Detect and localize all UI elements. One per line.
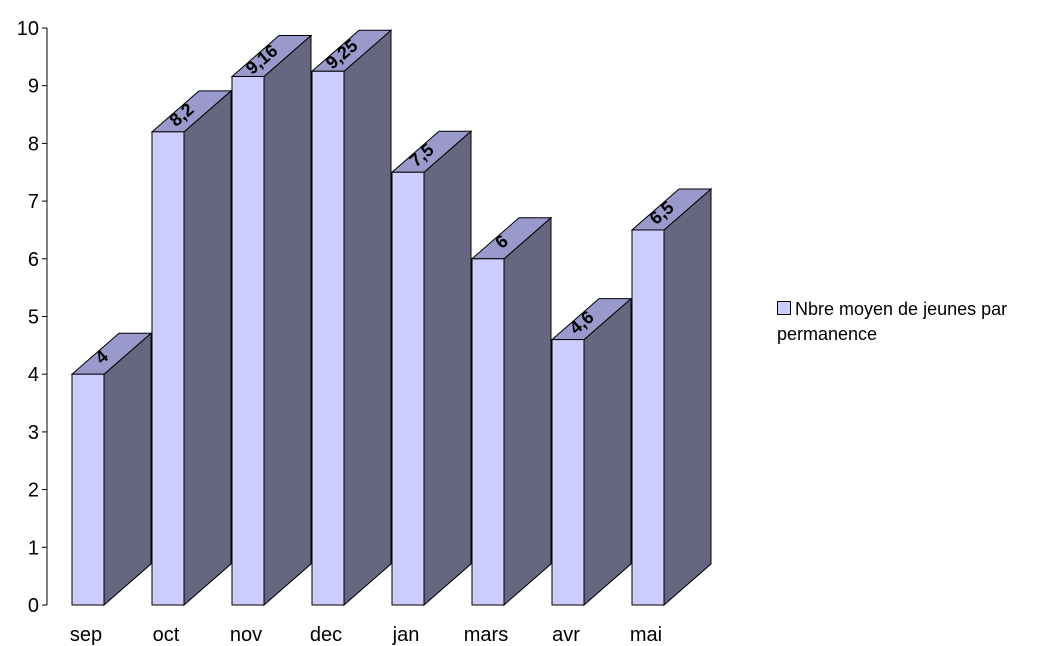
legend-label: Nbre moyen de jeunes par permanence (777, 299, 1008, 344)
x-category-label: mars (464, 624, 508, 646)
bar-sep (71, 373, 105, 606)
x-category-label: oct (153, 624, 180, 646)
bar-mars (471, 258, 505, 606)
bar-jan (391, 171, 425, 606)
x-category-label: jan (392, 624, 420, 646)
y-tick-label: 3 (28, 422, 39, 444)
bar-side (103, 332, 152, 607)
y-tick-label: 7 (28, 191, 39, 213)
bar-side (503, 216, 552, 607)
y-tick-label: 4 (28, 364, 39, 386)
bar-side (343, 29, 392, 607)
bar-avr (551, 339, 585, 606)
legend: Nbre moyen de jeunes par permanence (777, 297, 1048, 347)
y-tick-label: 0 (28, 595, 39, 617)
x-category-label: dec (310, 624, 342, 646)
y-tick-label: 1 (28, 537, 39, 559)
y-tick-label: 2 (28, 480, 39, 502)
x-category-label: avr (552, 624, 580, 646)
x-axis-categories: sep oct nov dec jan mars avr mai (70, 624, 662, 646)
x-category-label: nov (230, 624, 262, 646)
bar-dec (311, 70, 345, 606)
bar-side (663, 187, 712, 607)
bar-side (583, 297, 632, 607)
y-tick-label: 6 (28, 249, 39, 271)
bar-side (423, 130, 472, 607)
bar-side (263, 34, 312, 607)
y-tick-label: 10 (17, 18, 39, 40)
legend-swatch (777, 301, 791, 315)
bar-nov (231, 75, 265, 606)
bar-oct (151, 131, 185, 606)
bar-mai (631, 229, 665, 606)
y-axis: 0 1 2 3 4 5 6 7 8 9 10 (17, 18, 48, 617)
y-tick-label: 8 (28, 133, 39, 155)
bars (70, 29, 713, 607)
x-category-label: sep (70, 624, 102, 646)
y-tick-label: 9 (28, 76, 39, 98)
bar-side (183, 89, 232, 607)
x-category-label: mai (630, 624, 662, 646)
y-tick-label: 5 (28, 307, 39, 329)
